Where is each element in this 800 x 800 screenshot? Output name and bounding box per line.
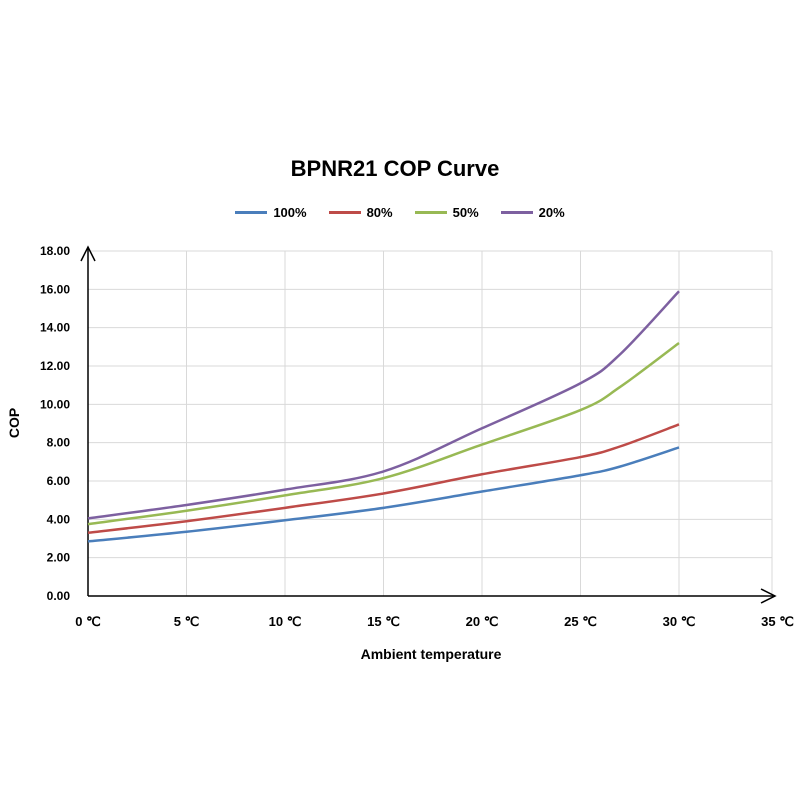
legend: 100% 80% 50% 20% xyxy=(0,205,800,220)
x-tick-label: 30 ℃ xyxy=(663,614,696,629)
legend-entry: 80% xyxy=(328,205,393,220)
y-axis-arrow xyxy=(80,245,96,262)
legend-swatch xyxy=(414,211,447,214)
y-tick-label: 0.00 xyxy=(47,589,71,603)
x-tick-label: 5 ℃ xyxy=(174,614,199,629)
y-tick-label: 14.00 xyxy=(40,321,70,335)
legend-entry: 50% xyxy=(414,205,479,220)
series-line-50pct xyxy=(87,341,680,526)
y-tick-label: 4.00 xyxy=(47,512,71,526)
y-tick-label: 12.00 xyxy=(40,359,70,373)
y-tick-label: 16.00 xyxy=(40,282,70,296)
legend-label: 50% xyxy=(452,205,479,220)
y-axis-title: COP xyxy=(6,408,22,438)
legend-entry: 20% xyxy=(500,205,565,220)
x-tick-label: 0 ℃ xyxy=(75,614,100,629)
legend-label: 80% xyxy=(366,205,393,220)
series-line-20pct xyxy=(87,290,680,520)
y-tick-label: 8.00 xyxy=(47,436,71,450)
chart-title: BPNR21 COP Curve xyxy=(290,156,500,181)
x-tick-label: 15 ℃ xyxy=(367,614,400,629)
x-tick-label: 20 ℃ xyxy=(466,614,499,629)
legend-swatch xyxy=(500,211,533,214)
x-tick-label: 25 ℃ xyxy=(564,614,597,629)
x-axis-arrow xyxy=(760,588,777,604)
x-tick-label: 10 ℃ xyxy=(269,614,302,629)
y-tick-label: 10.00 xyxy=(40,397,70,411)
x-axis-title: Ambient temperature xyxy=(361,646,502,662)
x-tick-label: 35 ℃ xyxy=(761,614,794,629)
y-tick-label: 18.00 xyxy=(40,244,70,258)
y-tick-label: 6.00 xyxy=(47,474,71,488)
y-tick-label: 2.00 xyxy=(47,551,71,565)
series-line-80pct xyxy=(87,423,680,534)
series-line-100pct xyxy=(87,446,680,543)
legend-entry: 100% xyxy=(235,205,307,220)
legend-label: 100% xyxy=(273,205,307,220)
legend-label: 20% xyxy=(538,205,565,220)
legend-swatch xyxy=(328,211,361,214)
legend-swatch xyxy=(235,211,268,214)
